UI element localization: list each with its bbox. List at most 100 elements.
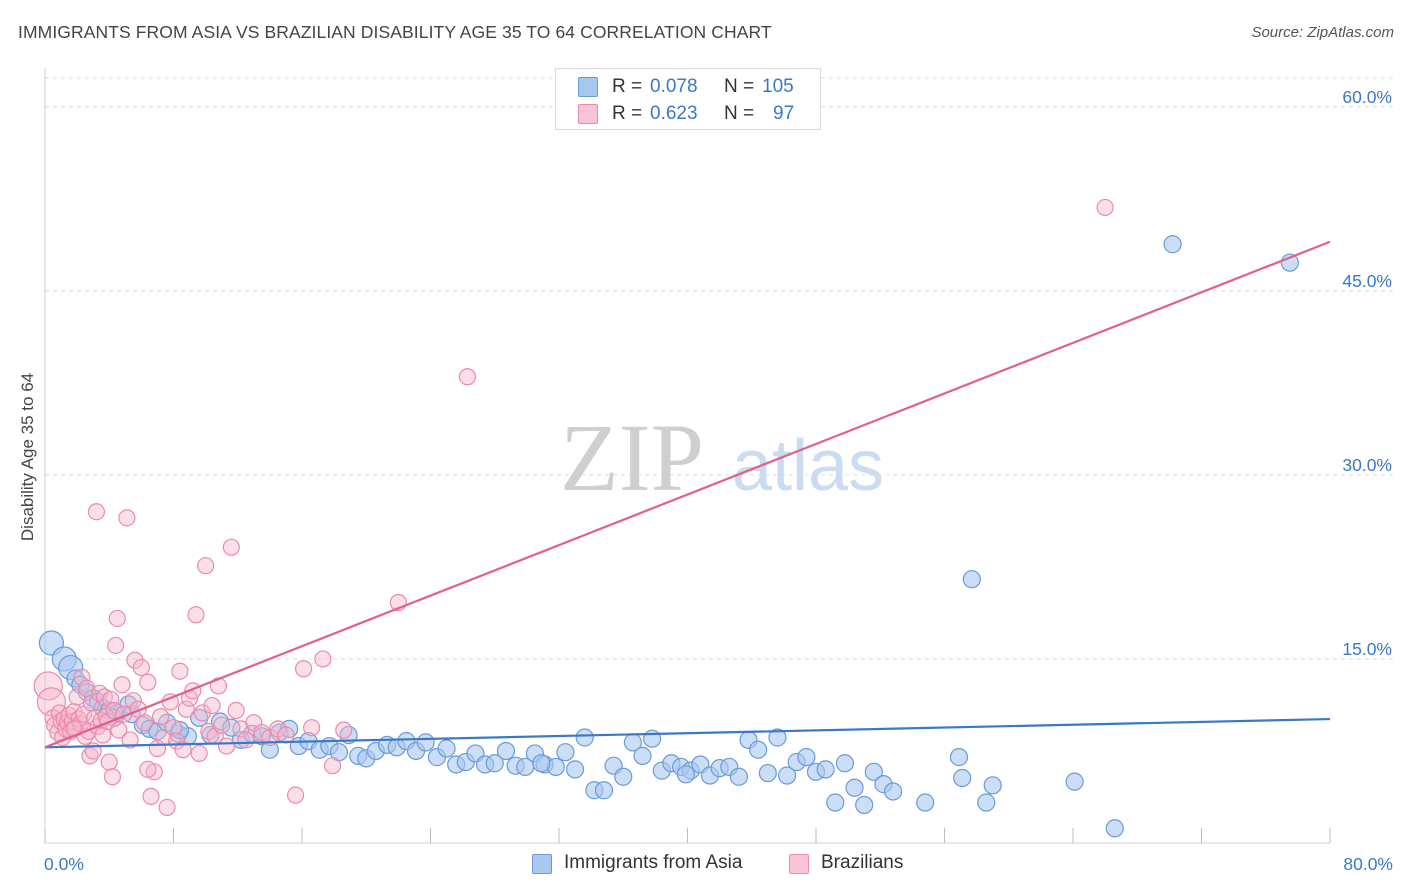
data-point-brazilians <box>217 737 236 755</box>
data-point-asia <box>864 762 883 781</box>
data-point-asia <box>575 728 594 747</box>
data-point-asia <box>614 767 633 786</box>
data-point-asia <box>339 725 358 745</box>
data-point-brazilians <box>100 753 118 771</box>
tick-labels: 15.0% 30.0% 45.0% 60.0% 0.0% 80.0% <box>44 87 1393 874</box>
legend-swatch-brazilians <box>578 104 598 124</box>
data-point-asia <box>977 793 996 812</box>
data-point-asia <box>565 760 585 779</box>
data-point-asia <box>855 795 874 815</box>
data-point-brazilians <box>286 786 305 804</box>
data-point-brazilians <box>68 688 86 706</box>
data-point-asia <box>835 754 855 773</box>
bottom-legend-swatch-asia <box>532 854 552 874</box>
chart-title: IMMIGRANTS FROM ASIA VS BRAZILIAN DISABI… <box>18 22 772 42</box>
legend-r-value: 0.623 <box>650 103 698 124</box>
y-tick-label: 45.0% <box>1342 271 1392 291</box>
data-point-brazilians <box>295 660 313 678</box>
data-point-brazilians <box>171 662 189 680</box>
data-point-brazilians <box>197 557 215 575</box>
source-label: Source: ZipAtlas.com <box>1251 24 1394 41</box>
data-point-asia <box>170 721 190 740</box>
data-point-brazilians <box>323 757 342 775</box>
trend-line-asia <box>44 717 1331 749</box>
axes <box>44 68 1331 844</box>
legend-r-label: R = <box>612 76 643 97</box>
data-point-asia <box>883 782 903 801</box>
legend-n-label: N = <box>724 76 755 97</box>
watermark-zip: ZIP <box>560 404 704 511</box>
data-point-brazilians <box>187 606 205 624</box>
data-point-brazilians <box>118 509 136 527</box>
data-point-asia <box>749 740 768 759</box>
bottom-legend-label-brazilians: Brazilians <box>821 852 904 873</box>
data-point-asia <box>594 781 614 800</box>
data-point-brazilians <box>203 696 221 715</box>
data-point-brazilians <box>277 726 295 744</box>
data-point-brazilians <box>135 714 154 732</box>
data-point-asia <box>758 763 777 783</box>
data-point-asia <box>777 766 797 785</box>
data-point-asia <box>768 728 787 747</box>
data-point-brazilians <box>253 723 271 742</box>
y-tick-label: 60.0% <box>1342 87 1392 107</box>
data-point-asia <box>1105 819 1124 838</box>
legend-n-value: 105 <box>762 76 794 97</box>
data-point-brazilians <box>94 726 112 744</box>
data-point-brazilians <box>237 731 255 749</box>
data-point-asia <box>485 754 504 773</box>
data-point-brazilians <box>139 673 157 691</box>
data-point-asia <box>962 570 981 589</box>
data-point-brazilians <box>108 609 126 628</box>
data-point-brazilians <box>113 676 131 694</box>
data-point-brazilians <box>164 719 183 737</box>
trend-line-brazilians <box>44 240 1331 749</box>
data-point-asia <box>797 748 816 767</box>
data-point-brazilians <box>458 368 477 386</box>
data-point-asia <box>845 778 864 797</box>
data-point-asia <box>816 760 835 779</box>
data-point-brazilians <box>152 708 170 726</box>
data-point-brazilians <box>124 692 142 710</box>
data-point-asia <box>416 733 435 752</box>
data-point-asia <box>532 754 551 773</box>
data-point-asia <box>496 741 516 761</box>
data-point-asia <box>826 793 845 812</box>
gridlines <box>45 77 1395 660</box>
data-point-brazilians <box>222 538 240 556</box>
data-point-asia <box>633 746 652 765</box>
data-point-brazilians <box>158 798 176 817</box>
data-point-asia <box>729 767 749 786</box>
data-point-brazilians <box>303 719 321 737</box>
y-tick-label: 15.0% <box>1342 639 1392 659</box>
legend-swatch-asia <box>578 77 598 97</box>
legend-n-value: 97 <box>773 103 795 124</box>
data-point-asia <box>953 768 972 788</box>
data-point-brazilians <box>121 731 139 749</box>
series-immigrants-from-asia <box>38 235 1299 838</box>
stats-legend: R = 0.078 N = 105 R = 0.623 N = 97 <box>555 68 821 130</box>
data-point-asia <box>437 739 456 758</box>
data-point-asia <box>556 743 575 762</box>
data-point-brazilians <box>335 721 353 739</box>
data-point-brazilians <box>73 668 91 686</box>
data-point-brazilians <box>132 658 150 677</box>
y-tick-label: 30.0% <box>1342 455 1392 475</box>
data-point-brazilians <box>1096 198 1114 217</box>
data-point-brazilians <box>102 690 120 709</box>
data-point-asia <box>1065 772 1084 791</box>
data-point-brazilians <box>177 700 195 718</box>
data-point-asia <box>916 793 935 812</box>
data-point-brazilians <box>87 503 106 521</box>
y-axis-label: Disability Age 35 to 64 <box>18 373 37 541</box>
data-point-brazilians <box>81 747 99 765</box>
data-point-asia <box>1163 235 1182 254</box>
data-point-asia <box>949 748 969 767</box>
data-point-brazilians <box>142 787 160 805</box>
data-point-brazilians <box>314 650 332 668</box>
data-point-brazilians <box>174 741 192 759</box>
watermark-atlas: atlas <box>732 426 884 506</box>
legend-n-label: N = <box>724 103 755 124</box>
x-tick-label: 0.0% <box>44 854 84 874</box>
